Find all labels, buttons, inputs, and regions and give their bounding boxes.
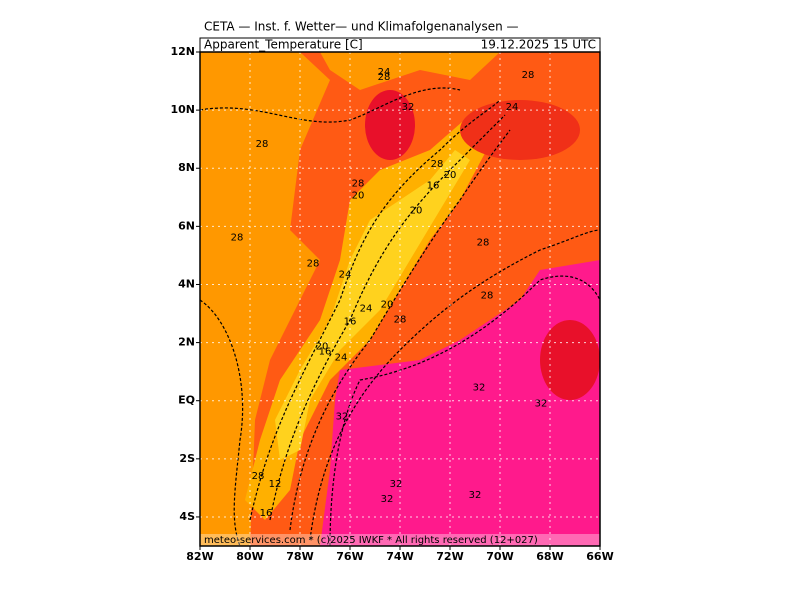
contour-line bbox=[289, 129, 511, 531]
contour-label: 32 bbox=[473, 383, 486, 394]
contour-line bbox=[329, 275, 600, 546]
lat-tick-label: 2N bbox=[178, 336, 195, 349]
contour-label: 28 bbox=[256, 139, 269, 150]
contour-label: 28 bbox=[477, 237, 490, 248]
contour-label: 28 bbox=[307, 259, 320, 270]
contour-label: 24 bbox=[506, 102, 519, 113]
lon-tick-label: 80W bbox=[236, 550, 263, 563]
contour-line bbox=[269, 114, 506, 521]
contour-label: 16 bbox=[260, 508, 273, 519]
contour-label: 24 bbox=[378, 67, 391, 78]
footer-strip bbox=[200, 534, 600, 546]
contour-label: 28 bbox=[252, 471, 265, 482]
lon-tick-label: 78W bbox=[286, 550, 313, 563]
contour-label: 28 bbox=[522, 70, 535, 81]
contour-label: 20 bbox=[316, 342, 329, 353]
contour-label: 20 bbox=[444, 170, 457, 181]
variable-name: Apparent_Temperature [C] bbox=[204, 38, 363, 52]
contour-label: 32 bbox=[336, 412, 349, 423]
lon-tick-label: 68W bbox=[536, 550, 563, 563]
field-red bbox=[365, 90, 415, 160]
contour-label: 20 bbox=[381, 300, 394, 311]
contour-label: 20 bbox=[410, 205, 423, 216]
contour-label: 16 bbox=[427, 180, 440, 191]
lon-tick-label: 82W bbox=[186, 550, 213, 563]
lat-tick-label: 2S bbox=[179, 452, 195, 465]
contour-label: 20 bbox=[352, 190, 365, 201]
contour-label: 28 bbox=[431, 159, 444, 170]
footer: meteo-services.com * (c)2025 IWKF * All … bbox=[204, 535, 538, 546]
header-title: CETA — Inst. f. Wetter— und Klimafolgena… bbox=[204, 20, 519, 34]
lat-tick-label: 8N bbox=[178, 161, 195, 174]
field-yellow bbox=[275, 150, 470, 460]
lon-tick-label: 70W bbox=[486, 550, 513, 563]
contour-label: 16 bbox=[319, 347, 332, 358]
contour-label: 28 bbox=[394, 315, 407, 326]
contour-label: 32 bbox=[390, 479, 403, 490]
field-orange bbox=[320, 52, 500, 90]
contour-label: 32 bbox=[402, 102, 415, 113]
lat-tick-label: EQ bbox=[178, 394, 195, 407]
contour-label: 12 bbox=[269, 479, 282, 490]
field-red bbox=[460, 100, 580, 160]
lon-tick-label: 74W bbox=[386, 550, 413, 563]
contour-label: 28 bbox=[378, 72, 391, 83]
contour-label: 32 bbox=[381, 494, 394, 505]
lat-tick-label: 4N bbox=[178, 277, 195, 290]
contour-label: 24 bbox=[335, 353, 348, 364]
contour-label: 32 bbox=[535, 399, 548, 410]
lat-tick-label: 12N bbox=[170, 45, 195, 58]
contour-label: 24 bbox=[339, 270, 352, 281]
contour-label: 16 bbox=[344, 317, 357, 328]
lon-tick-label: 72W bbox=[436, 550, 463, 563]
contour-line bbox=[309, 229, 600, 541]
field-orange bbox=[200, 52, 330, 546]
axes: 82W 80W 78W 76W 74W 72W 70W 68W 66W 12N 10N 8N 6N 4N 2… bbox=[170, 45, 613, 563]
contour-line bbox=[200, 87, 461, 123]
contour-line bbox=[249, 99, 501, 521]
grid bbox=[200, 52, 600, 546]
lat-tick-label: 6N bbox=[178, 219, 195, 232]
contour-line bbox=[200, 299, 244, 546]
valid-time: 19.12.2025 15 UTC bbox=[481, 38, 596, 52]
lon-tick-label: 76W bbox=[336, 550, 363, 563]
contour-label: 28 bbox=[481, 291, 494, 302]
lon-tick-label: 66W bbox=[586, 550, 613, 563]
lat-tick-label: 4S bbox=[179, 510, 195, 523]
field-red bbox=[540, 320, 600, 400]
field-magenta bbox=[320, 260, 600, 546]
contour-label: 28 bbox=[352, 178, 365, 189]
contour-label: 24 bbox=[360, 304, 373, 315]
contour-label: 28 bbox=[231, 232, 244, 243]
contour-label: 32 bbox=[469, 490, 482, 501]
lat-tick-label: 10N bbox=[170, 103, 195, 116]
